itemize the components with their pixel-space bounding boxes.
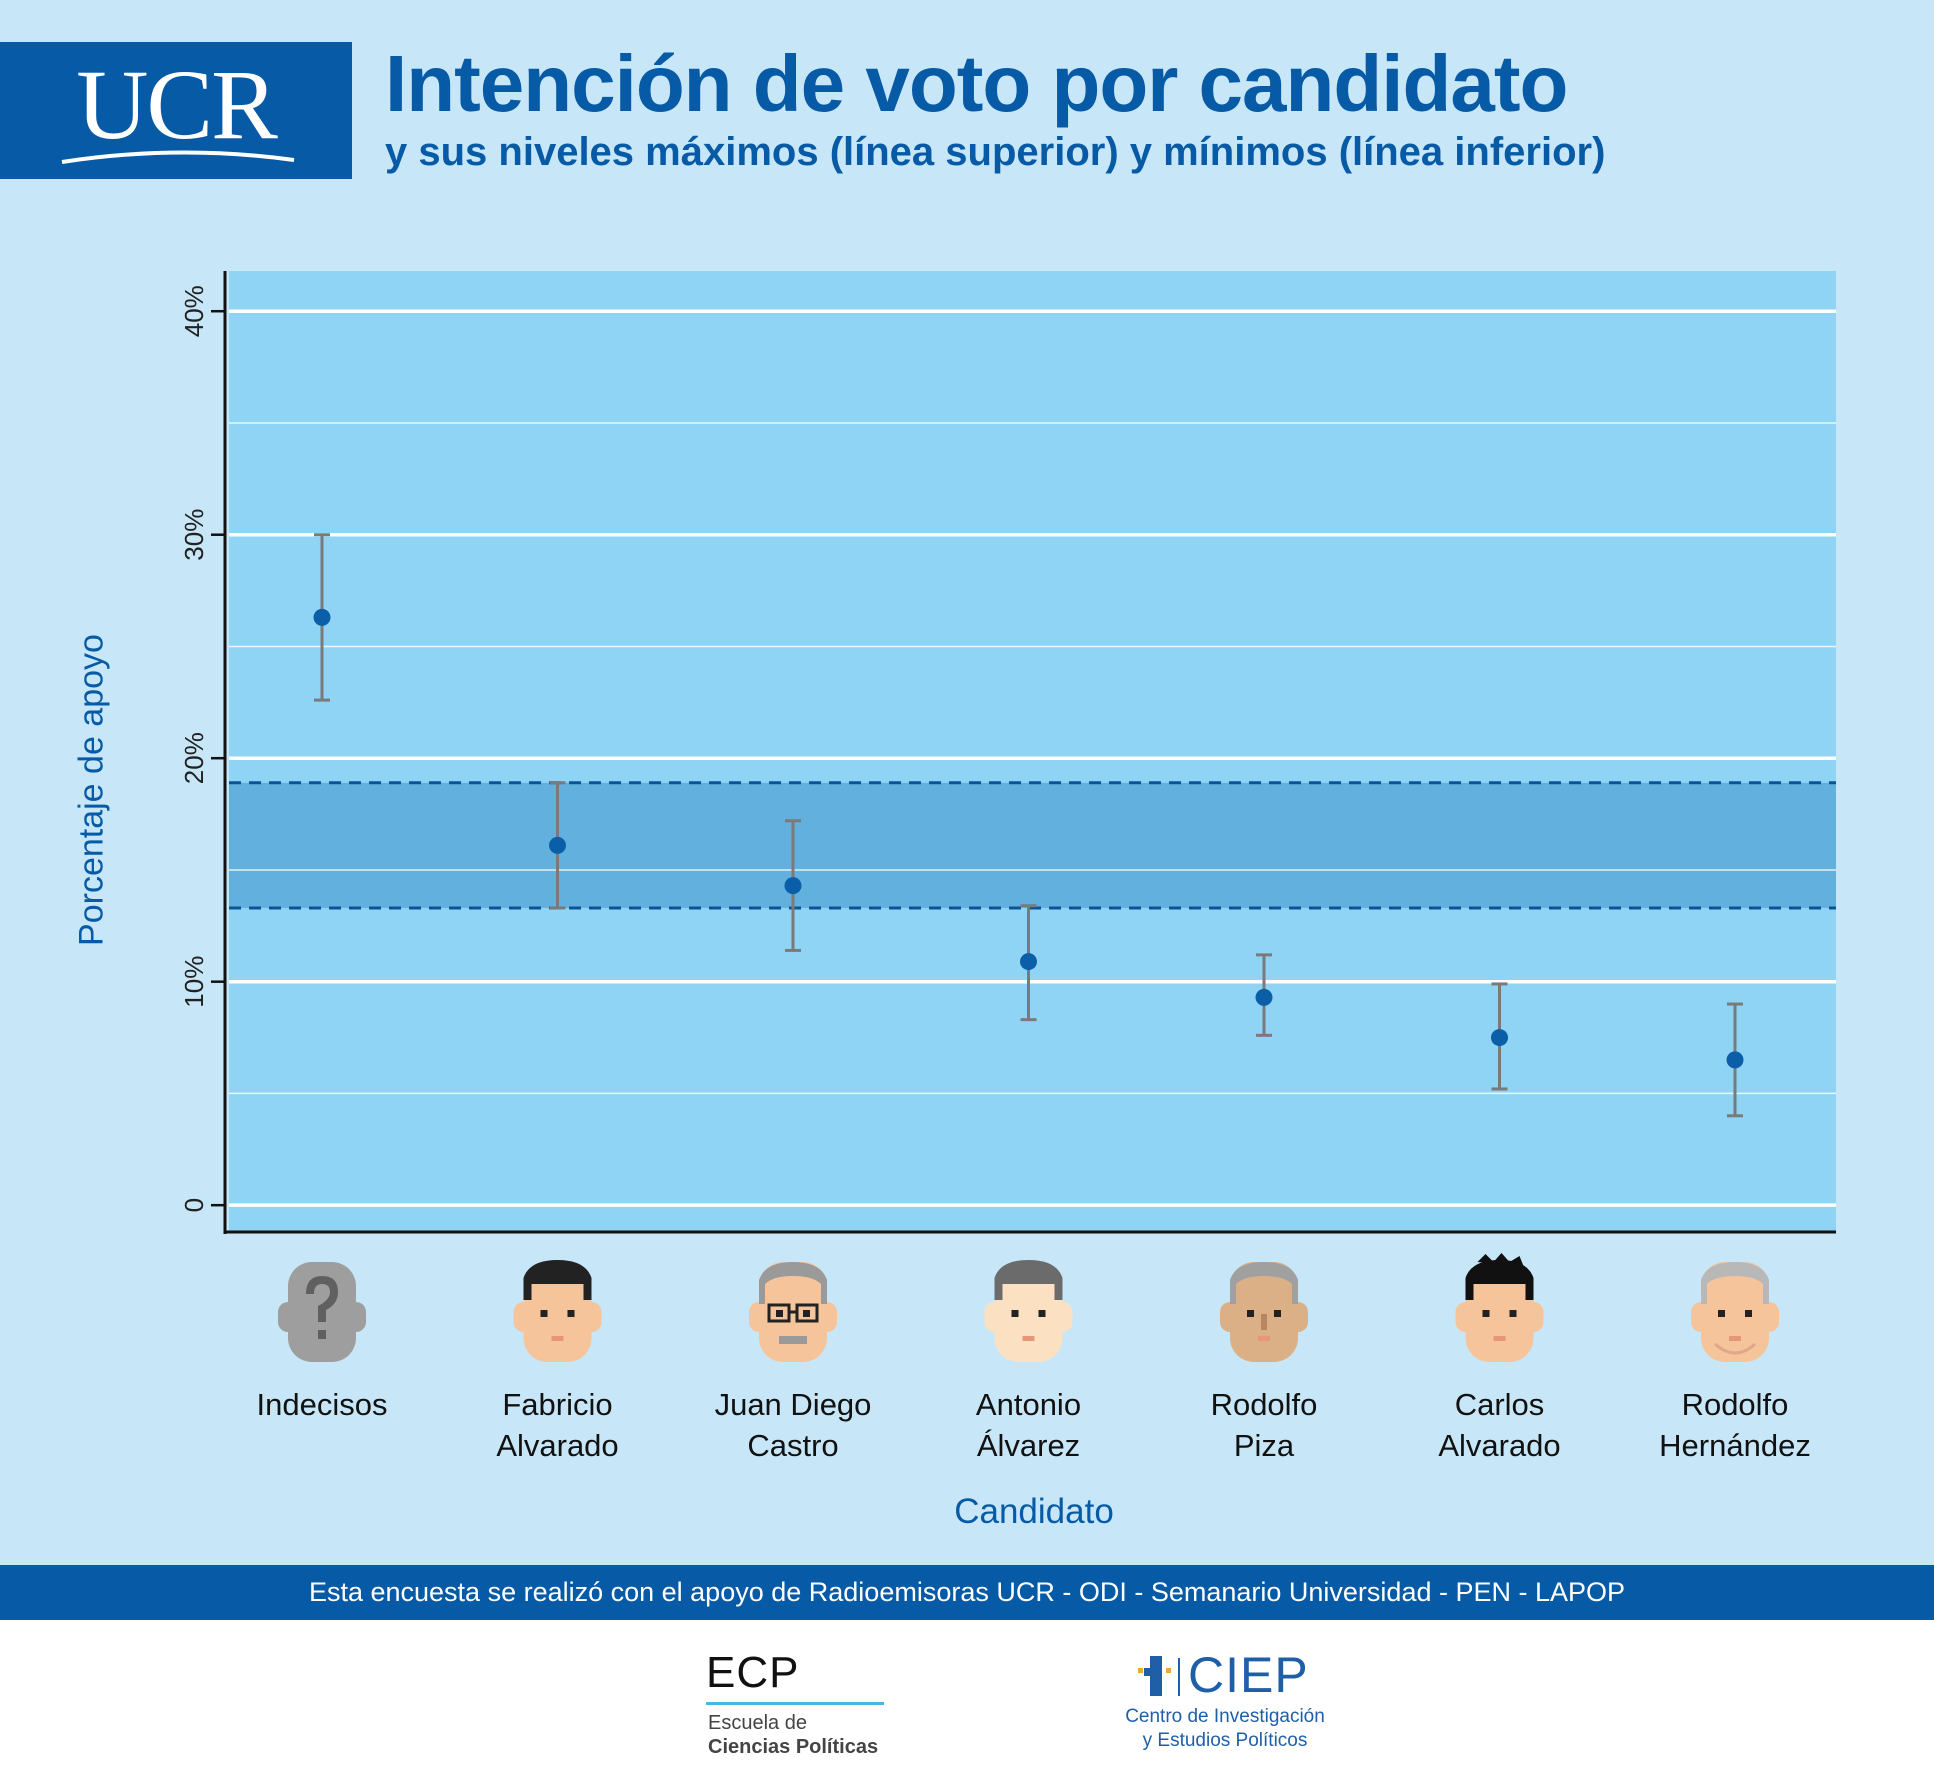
face-ears xyxy=(1691,1302,1779,1332)
plot-area xyxy=(229,271,1836,1232)
data-point xyxy=(1726,1051,1744,1069)
candidate-label-line: Piza xyxy=(1233,1428,1295,1463)
y-tick-label: 10% xyxy=(179,956,209,1008)
candidate-label: Fabricio Alvarado xyxy=(438,1384,678,1466)
question-dot xyxy=(318,1330,326,1339)
eye-right xyxy=(1509,1310,1517,1317)
ucr-logo: UCR xyxy=(0,42,352,179)
eye-right xyxy=(1038,1310,1046,1317)
y-tick-label: 20% xyxy=(179,732,209,784)
candidate-label-line: Álvarez xyxy=(976,1428,1081,1463)
mouth xyxy=(1258,1336,1270,1341)
data-point xyxy=(549,836,566,854)
mouth xyxy=(551,1336,564,1341)
face-ears xyxy=(749,1302,837,1332)
candidate-label-line: Indecisos xyxy=(256,1387,388,1422)
ucr-logo-text: UCR xyxy=(76,49,278,160)
ecp-logo-title: ECP xyxy=(706,1648,800,1697)
eye-left xyxy=(540,1310,548,1317)
hair-spikes xyxy=(1477,1253,1524,1266)
chart: 0 10% 20% 30% 40% xyxy=(179,271,1836,1362)
data-point xyxy=(1255,988,1273,1006)
candidate-label-line: Fabricio xyxy=(502,1387,613,1422)
y-tick-label: 40% xyxy=(179,285,209,337)
candidate-label-line: Rodolfo xyxy=(1210,1387,1318,1422)
eye-left xyxy=(776,1310,783,1317)
support-banner: Esta encuesta se realizó con el apoyo de… xyxy=(0,1565,1934,1620)
face-ears xyxy=(513,1302,602,1332)
candidate-label-line: Antonio xyxy=(975,1387,1082,1422)
hair xyxy=(994,1260,1063,1300)
fabricio-alvarado-face-icon xyxy=(513,1260,602,1362)
data-point xyxy=(1491,1029,1508,1047)
page-subtitle: y sus niveles máximos (línea superior) y… xyxy=(385,130,1606,174)
carlos-alvarado-face-icon xyxy=(1455,1253,1544,1362)
candidate-label-line: Rodolfo xyxy=(1681,1387,1789,1422)
antonio-alvarez-face-icon xyxy=(984,1260,1073,1362)
eye-right xyxy=(567,1310,575,1317)
rodolfo-hernandez-face-icon xyxy=(1691,1262,1779,1362)
beard xyxy=(1713,1342,1757,1355)
question-mark-icon xyxy=(306,1276,338,1322)
hair xyxy=(1230,1262,1298,1304)
ciep-logo-line2: y Estudios Políticos xyxy=(1142,1730,1308,1751)
candidate-label: Carlos Alvarado xyxy=(1380,1384,1620,1466)
candidate-label: Indecisos xyxy=(202,1384,442,1425)
eye-right xyxy=(1745,1310,1752,1317)
data-point xyxy=(784,877,802,895)
candidate-label: Rodolfo Hernández xyxy=(1615,1384,1855,1466)
y-axis-label: Porcentaje de apoyo xyxy=(72,634,111,946)
data-point xyxy=(1020,953,1037,971)
hair xyxy=(1701,1262,1769,1304)
mouth xyxy=(1022,1336,1035,1341)
mouth xyxy=(1729,1336,1741,1341)
mustache xyxy=(779,1336,807,1344)
ecp-logo-rule xyxy=(706,1702,884,1705)
eye-right xyxy=(803,1310,810,1317)
logo-swoosh-icon xyxy=(61,150,295,164)
face-ears xyxy=(984,1302,1073,1332)
y-tick-label: 0 xyxy=(179,1198,209,1212)
ciep-mark-icon xyxy=(1138,1656,1180,1696)
candidate-label-line: Castro xyxy=(747,1428,839,1463)
eye-left xyxy=(1011,1310,1019,1317)
page-title: Intención de voto por candidato xyxy=(385,39,1568,128)
reference-band xyxy=(229,782,1836,908)
candidate-label: Antonio Álvarez xyxy=(909,1384,1149,1466)
y-tick-label: 30% xyxy=(179,509,209,561)
candidate-label-line: Alvarado xyxy=(496,1428,619,1463)
face-ears xyxy=(1455,1302,1544,1332)
ciep-logo-title: CIEP xyxy=(1188,1647,1309,1703)
mouth xyxy=(1493,1336,1506,1341)
juan-diego-castro-face-icon xyxy=(749,1262,837,1362)
candidate-label: Rodolfo Piza xyxy=(1144,1384,1384,1466)
nose xyxy=(1261,1314,1267,1330)
candidate-label-line: Alvarado xyxy=(1438,1428,1561,1463)
ciep-logo-line1: Centro de Investigación xyxy=(1125,1706,1325,1727)
hair xyxy=(1465,1260,1534,1300)
candidate-label-line: Hernández xyxy=(1659,1428,1811,1463)
eye-left xyxy=(1718,1310,1725,1317)
candidate-label: Juan Diego Castro xyxy=(673,1384,913,1466)
footer-logos xyxy=(0,1620,1934,1786)
eye-left xyxy=(1247,1310,1254,1317)
eye-right xyxy=(1274,1310,1281,1317)
ecp-logo-line1: Escuela de xyxy=(708,1712,807,1734)
candidate-label-line: Carlos xyxy=(1454,1387,1545,1422)
data-point xyxy=(313,608,331,626)
hair xyxy=(759,1262,827,1304)
ecp-logo-line2: Ciencias Políticas xyxy=(708,1736,879,1758)
rodolfo-piza-face-icon xyxy=(1220,1262,1308,1362)
x-axis-label: Candidato xyxy=(954,1492,1114,1531)
eye-left xyxy=(1482,1310,1490,1317)
hair xyxy=(523,1260,592,1300)
question-mark-face-icon xyxy=(278,1262,366,1362)
candidate-label-line: Juan Diego xyxy=(714,1387,872,1422)
